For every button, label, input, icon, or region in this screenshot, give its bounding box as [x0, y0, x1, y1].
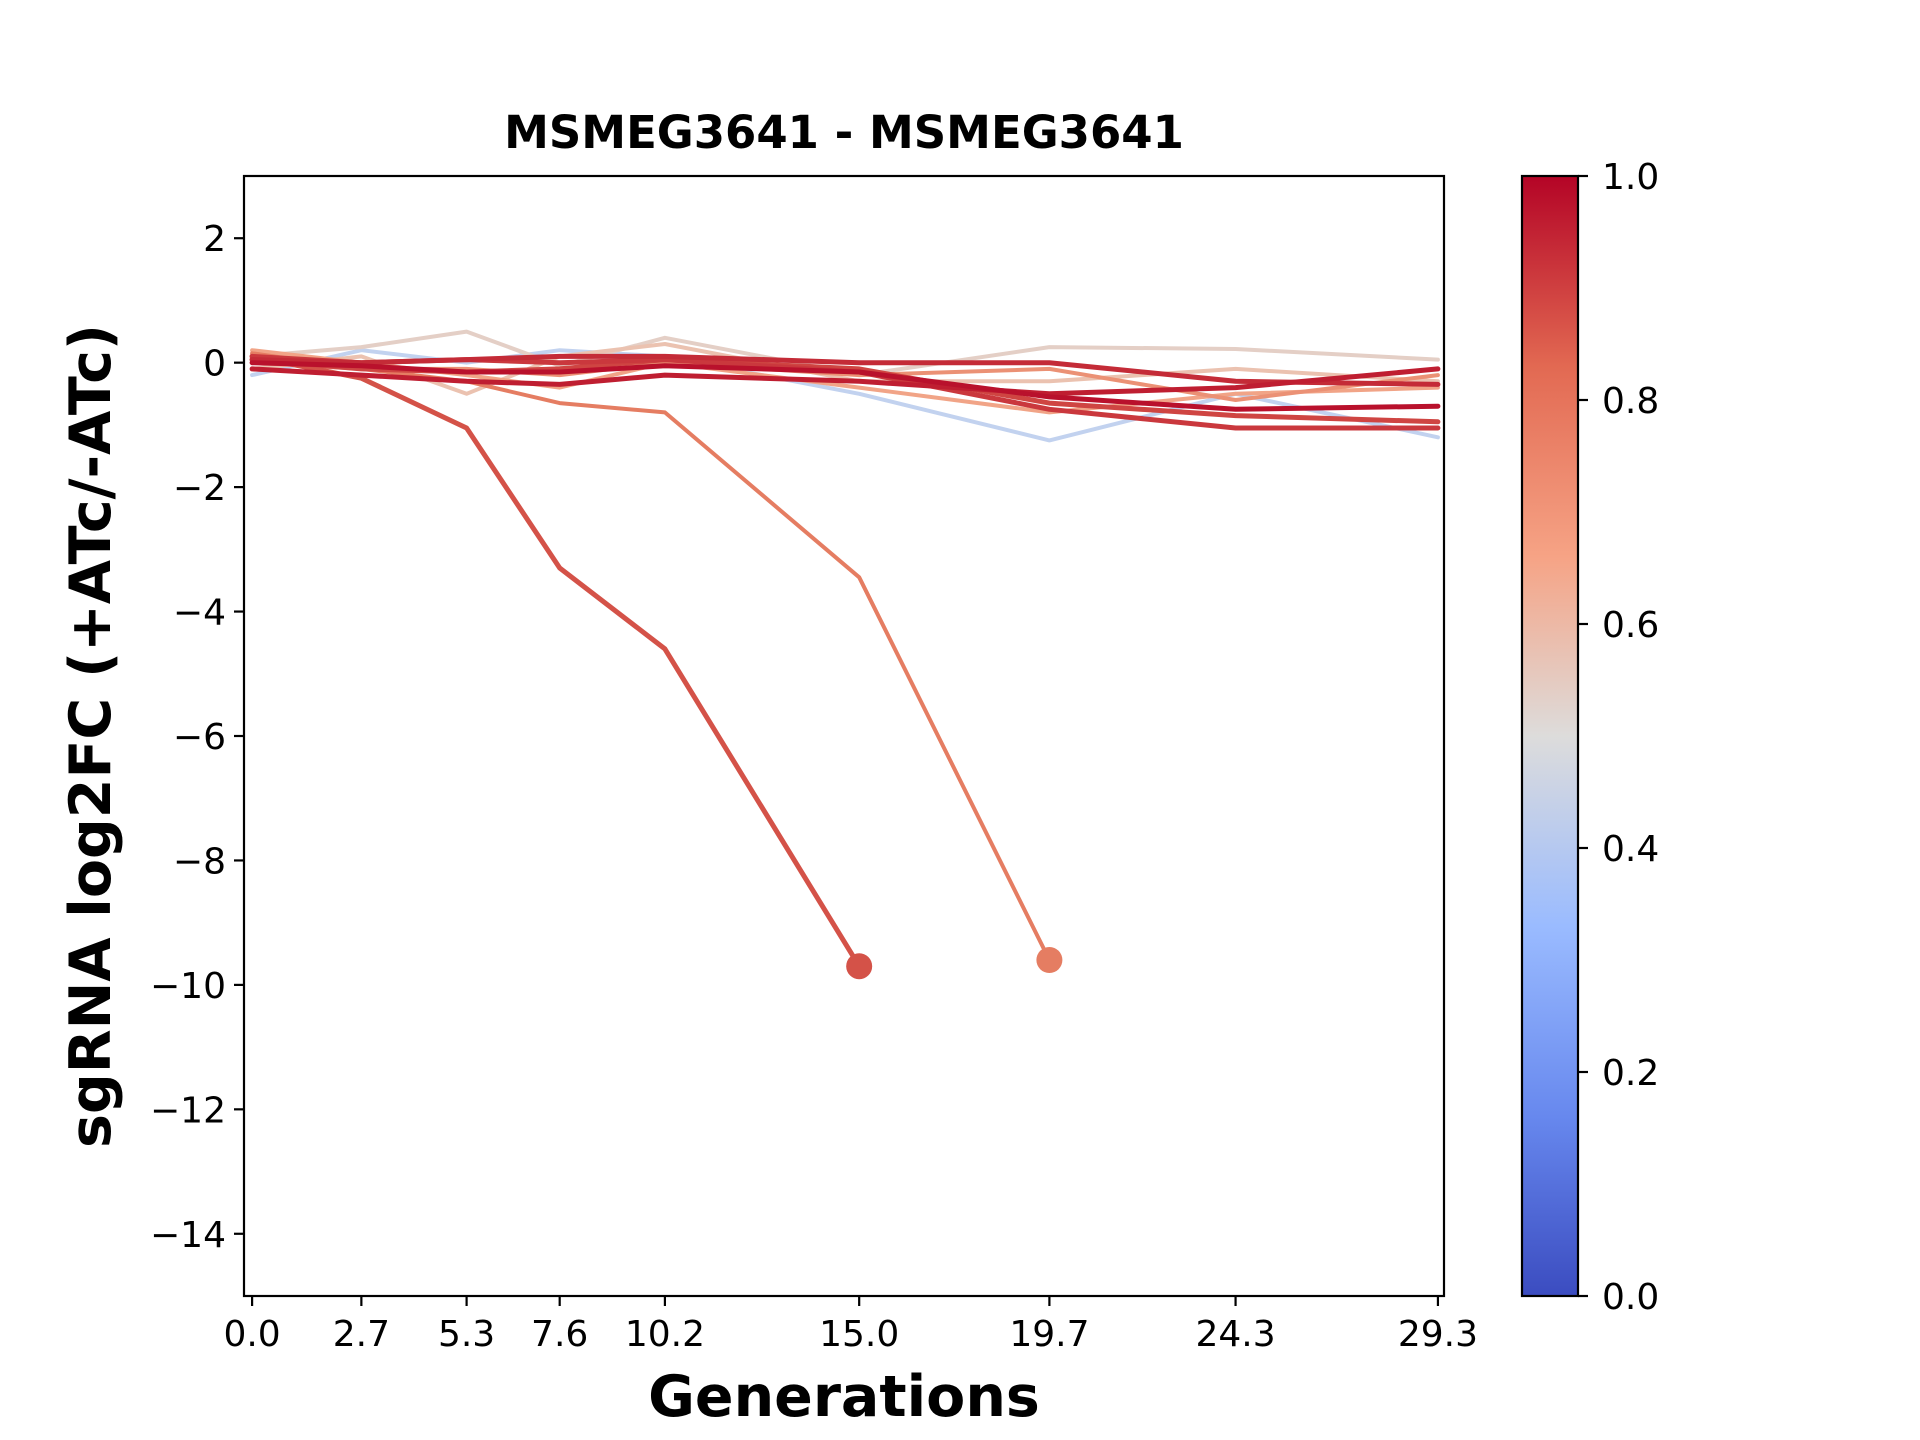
chart-title: MSMEG3641 - MSMEG3641	[504, 106, 1184, 159]
y-tick-label: −14	[150, 1215, 226, 1256]
y-tick-label: 0	[203, 344, 226, 385]
y-tick-label: −6	[173, 717, 226, 758]
marker-layer	[846, 947, 1063, 980]
x-tick-label: 10.2	[625, 1314, 705, 1355]
series-line	[250, 329, 1440, 378]
x-tick-label: 19.7	[1009, 1314, 1089, 1355]
colorbar-axis: 0.0 0.2 0.4 0.6 0.8 1.0	[1578, 157, 1659, 1318]
colorbar-tick-label: 0.6	[1602, 605, 1659, 646]
x-tick-label: 5.3	[438, 1314, 495, 1355]
x-tick-label: 7.6	[531, 1314, 588, 1355]
y-axis: 2 0 −2 −4 −6 −8 −10 −12 −14	[150, 219, 244, 1256]
series-layer	[249, 329, 1441, 969]
series-line	[249, 360, 1441, 412]
y-tick-label: 2	[203, 219, 226, 260]
colorbar-tick-label: 0.2	[1602, 1053, 1659, 1094]
y-tick-label: −4	[173, 593, 226, 634]
y-tick-label: −2	[173, 468, 226, 509]
colorbar-tick-label: 0.0	[1602, 1277, 1659, 1318]
y-axis-label: sgRNA log2FC (+ATc/-ATc)	[58, 324, 124, 1148]
end-marker	[1036, 947, 1063, 973]
y-tick-label: −8	[173, 841, 226, 882]
colorbar-tick-label: 0.8	[1602, 381, 1659, 422]
series-line	[249, 353, 862, 969]
series-line	[250, 351, 1052, 962]
x-axis-label: Generations	[648, 1364, 1040, 1430]
x-tick-label: 2.7	[333, 1314, 390, 1355]
end-marker	[846, 953, 873, 980]
colorbar-tick-label: 1.0	[1602, 157, 1659, 198]
plot-frame	[242, 174, 1446, 1298]
y-tick-label: −10	[150, 966, 226, 1007]
x-tick-label: 0.0	[223, 1314, 280, 1355]
colorbar	[1520, 174, 1580, 1298]
x-tick-label: 29.3	[1398, 1314, 1478, 1355]
series-line	[249, 366, 1441, 397]
colorbar-tick-label: 0.4	[1602, 829, 1659, 870]
x-tick-label: 15.0	[819, 1314, 899, 1355]
series-line	[249, 353, 1441, 387]
x-axis: 0.0 2.7 5.3 7.6 10.2 15.0 19.7 24.3 29.3	[223, 1296, 1478, 1355]
y-tick-label: −12	[150, 1090, 226, 1131]
x-tick-label: 24.3	[1195, 1314, 1275, 1355]
